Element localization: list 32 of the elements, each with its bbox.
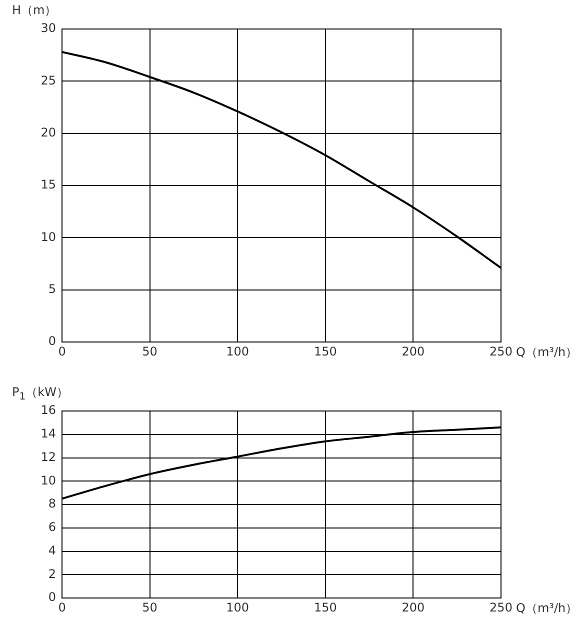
y-tick-label: 10 <box>40 230 56 244</box>
x-tick-label: 200 <box>402 344 425 358</box>
x-axis-title: Q（m³/h） <box>516 600 578 617</box>
y-tick-label: 30 <box>40 21 56 36</box>
y-tick-label: 2 <box>48 566 56 581</box>
y-tick-label: 5 <box>48 282 56 296</box>
x-tick-label: 150 <box>314 600 337 614</box>
y-tick-label: 0 <box>48 334 56 348</box>
y-axis-title: P$_{1}$（kW） <box>12 384 68 402</box>
x-tick-label: 200 <box>402 600 425 614</box>
y-tick-label: 6 <box>48 520 56 534</box>
y-tick-label: 0 <box>48 590 56 604</box>
x-tick-label: 50 <box>142 600 158 614</box>
y-tick-label: 15 <box>40 178 56 192</box>
y-tick-label: 8 <box>48 496 56 511</box>
y-tick-label: 14 <box>40 426 56 440</box>
y-tick-label: 12 <box>40 450 56 464</box>
x-tick-label: 250 <box>490 344 512 358</box>
y-tick-label: 20 <box>40 125 56 140</box>
x-tick-label: 250 <box>490 600 512 614</box>
x-tick-label: 100 <box>226 344 250 358</box>
x-axis-title: Q（m³/h） <box>516 344 578 361</box>
y-tick-label: 4 <box>48 543 56 558</box>
x-tick-label: 0 <box>58 600 66 614</box>
y-tick-label: 10 <box>40 473 56 488</box>
x-tick-label: 0 <box>58 344 66 358</box>
x-tick-label: 100 <box>226 600 250 614</box>
y-axis-title: H（m） <box>12 2 57 19</box>
y-tick-label: 25 <box>40 73 56 88</box>
x-tick-label: 150 <box>314 344 337 358</box>
y-tick-label: 16 <box>40 403 56 418</box>
x-tick-label: 50 <box>142 344 158 358</box>
